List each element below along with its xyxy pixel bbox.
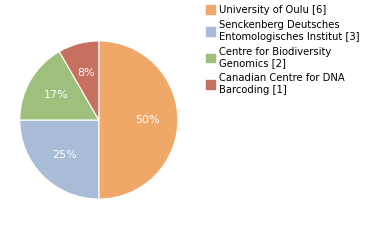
Text: 8%: 8% (77, 68, 95, 78)
Wedge shape (59, 41, 99, 120)
Wedge shape (99, 41, 178, 199)
Legend: University of Oulu [6], Senckenberg Deutsches
Entomologisches Institut [3], Cent: University of Oulu [6], Senckenberg Deut… (206, 5, 360, 95)
Wedge shape (20, 120, 99, 199)
Text: 25%: 25% (52, 150, 76, 160)
Text: 17%: 17% (44, 90, 69, 101)
Wedge shape (20, 52, 99, 120)
Text: 50%: 50% (136, 115, 160, 125)
